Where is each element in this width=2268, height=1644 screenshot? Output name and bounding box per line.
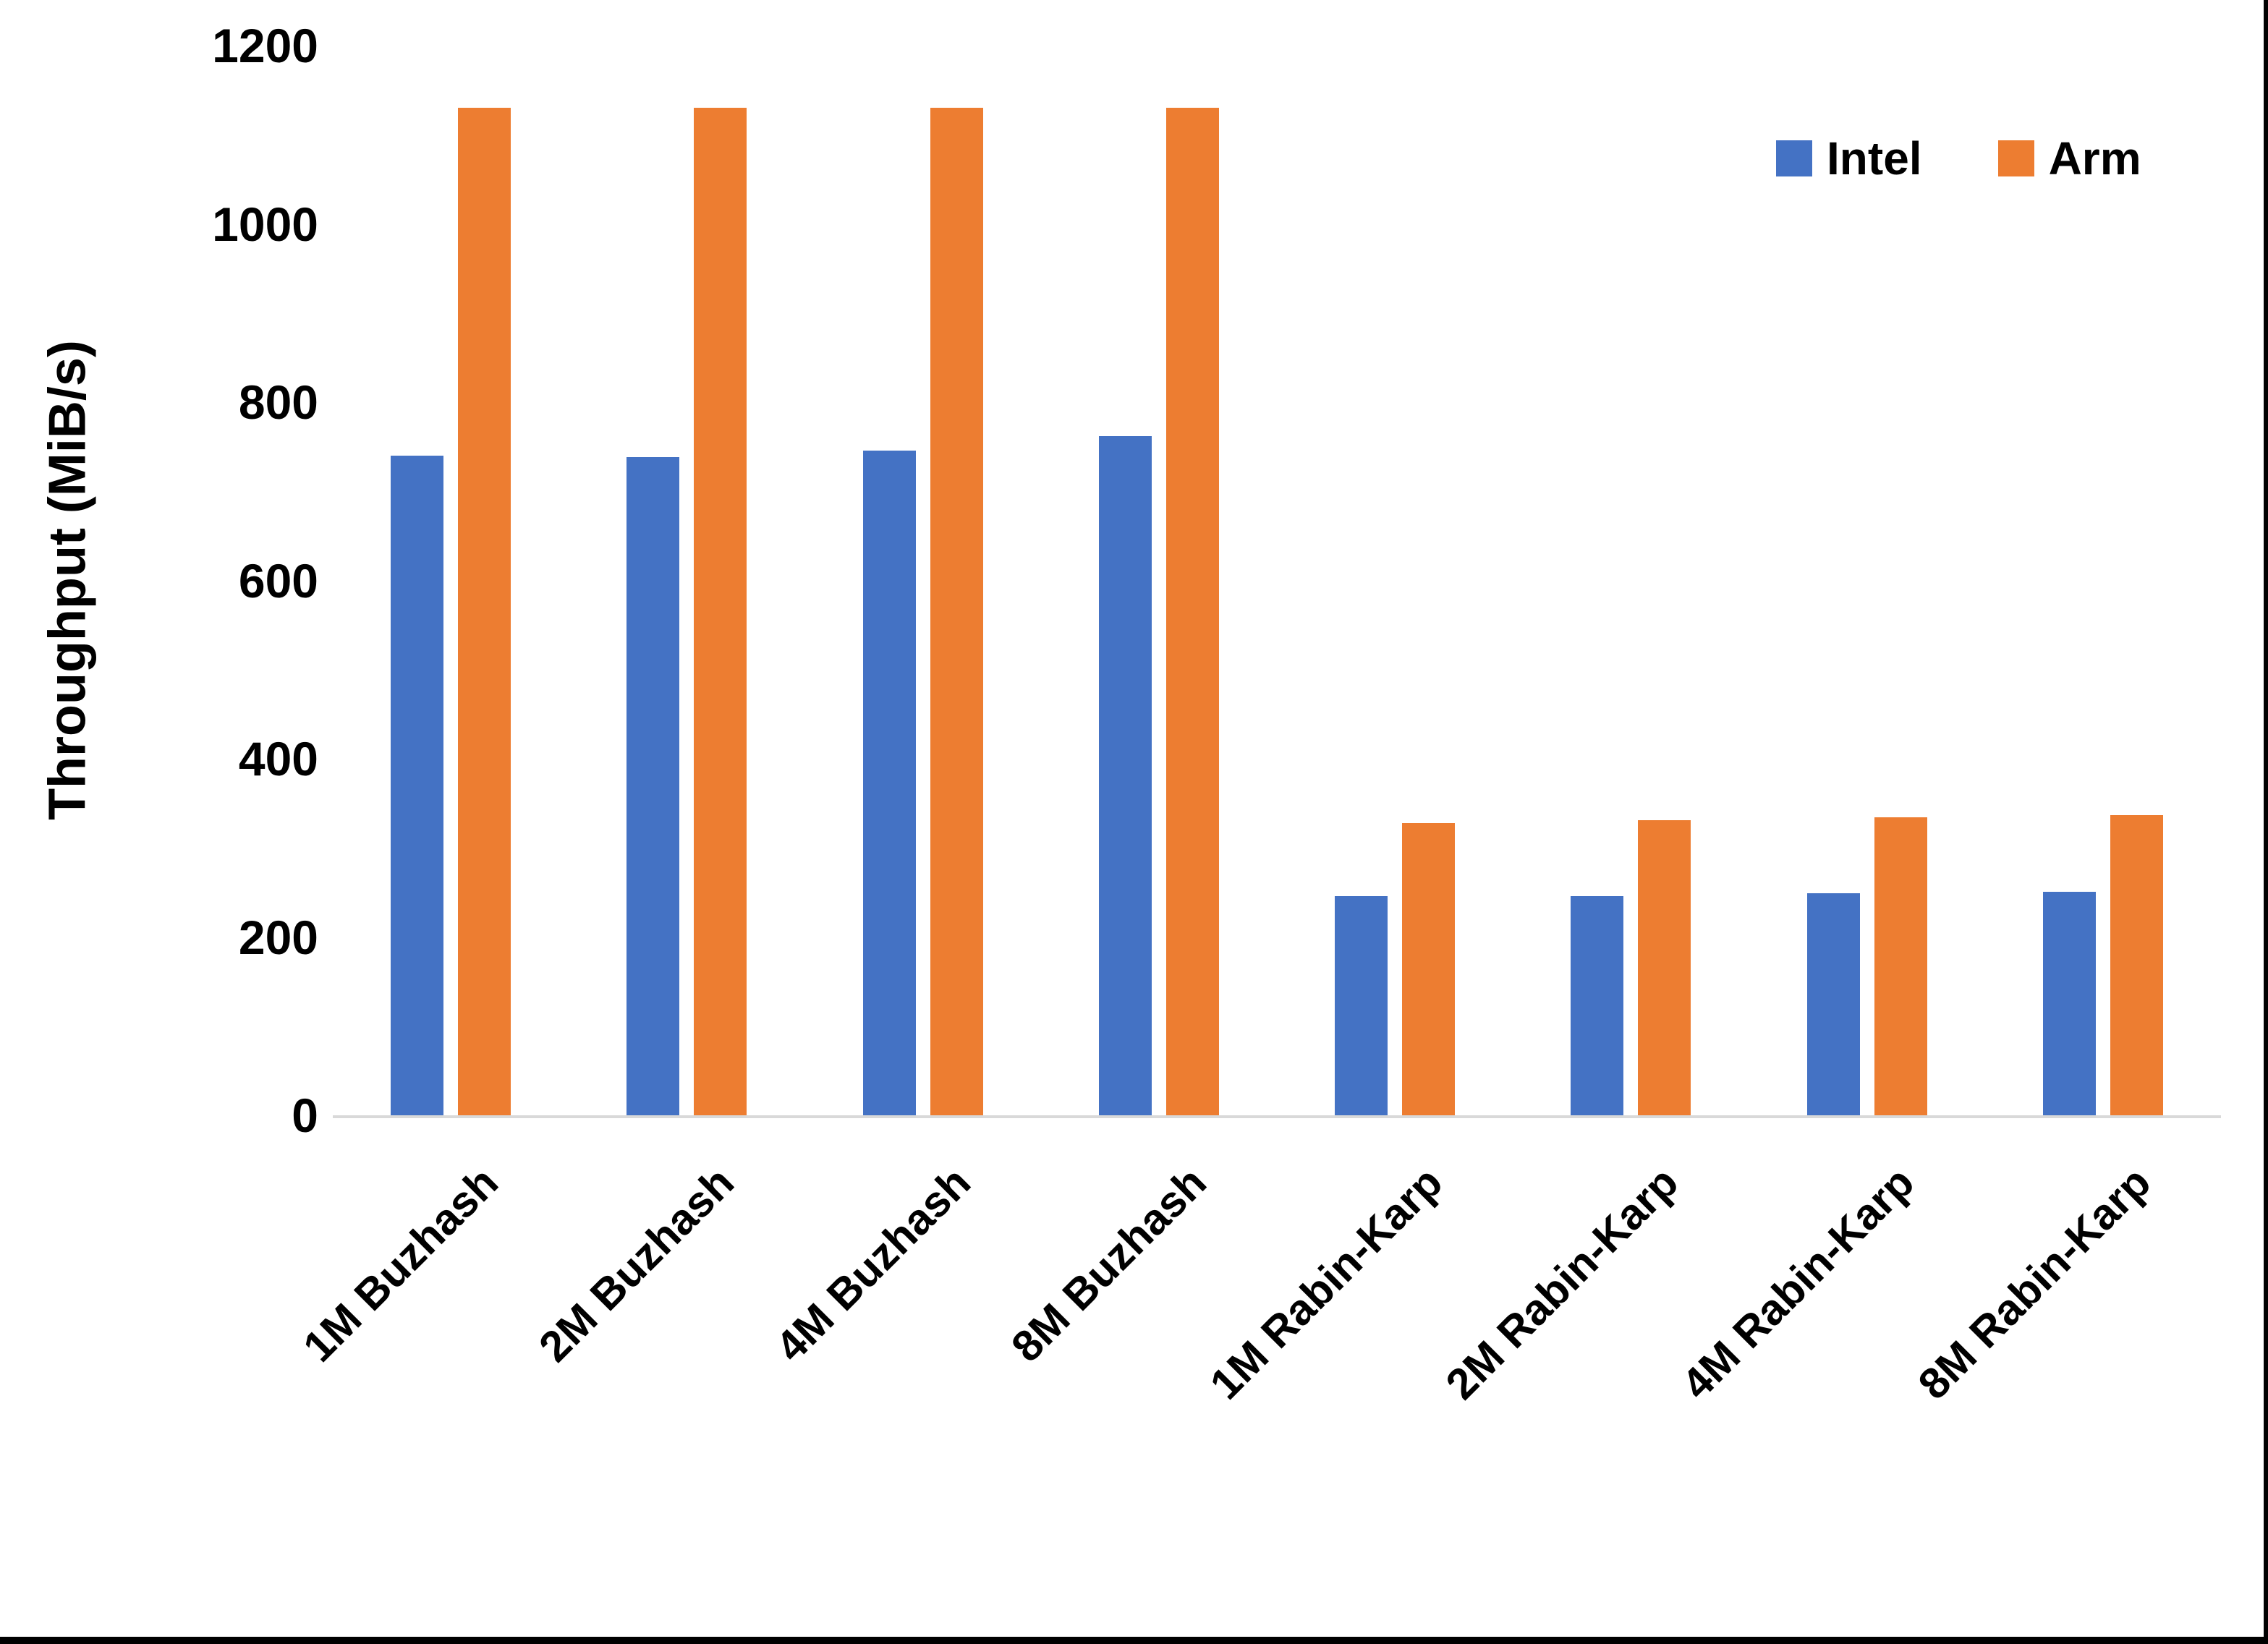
y-tick-800: 800 [238, 375, 318, 429]
bar-arm-4 [1165, 108, 1219, 1115]
bar-arm-6 [1638, 820, 1691, 1115]
legend-label-intel: Intel [1827, 132, 1922, 184]
y-tick-400: 400 [238, 732, 318, 785]
screenshot-right-border [2264, 0, 2268, 1644]
bar-intel-3 [862, 450, 916, 1115]
bar-arm-1 [458, 108, 511, 1115]
bar-group-1m-rabin-karp [1277, 46, 1513, 1115]
x-label-1m-rabin-karp: 1M Rabin-Karp [1200, 1157, 1452, 1409]
bar-arm-2 [694, 108, 747, 1115]
plot-area [333, 46, 2221, 1118]
bar-intel-2 [627, 457, 680, 1115]
bar-group-4m-rabin-karp [1749, 46, 1985, 1115]
bar-group-8m-rabin-karp [1985, 46, 2221, 1115]
bar-arm-7 [1874, 817, 1927, 1115]
bar-group-2m-rabin-karp [1513, 46, 1749, 1115]
x-label-2m-buzhash: 2M Buzhash [530, 1157, 744, 1371]
x-label-1m-buzhash: 1M Buzhash [294, 1157, 508, 1371]
x-label-4m-buzhash: 4M Buzhash [765, 1157, 980, 1371]
legend: Intel Arm [1776, 132, 2141, 185]
bar-group-2m-buzhash [569, 46, 804, 1115]
screenshot-bottom-border [0, 1637, 2268, 1644]
x-label-8m-buzhash: 8M Buzhash [1002, 1157, 1215, 1371]
bar-arm-3 [930, 108, 983, 1115]
x-label-8m-rabin-karp: 8M Rabin-Karp [1908, 1157, 2159, 1409]
y-tick-0: 0 [292, 1089, 318, 1142]
y-axis-title: Throughput (MiB/s) [38, 340, 97, 820]
bar-intel-6 [1571, 895, 1624, 1115]
bar-group-8m-buzhash [1041, 46, 1277, 1115]
bar-intel-1 [391, 455, 444, 1115]
legend-label-arm: Arm [2048, 132, 2141, 184]
bar-intel-8 [2042, 891, 2096, 1115]
bar-arm-5 [1402, 822, 1456, 1115]
x-label-4m-rabin-karp: 4M Rabin-Karp [1672, 1157, 1924, 1409]
bar-intel-7 [1806, 893, 1860, 1115]
bar-arm-8 [2110, 814, 2163, 1115]
legend-item-intel: Intel [1776, 132, 1922, 185]
y-tick-1200: 1200 [212, 19, 318, 72]
legend-item-arm: Arm [1997, 132, 2141, 185]
legend-swatch-intel [1776, 140, 1812, 176]
y-tick-1000: 1000 [212, 197, 318, 251]
bar-group-1m-buzhash [333, 46, 569, 1115]
x-label-2m-rabin-karp: 2M Rabin-Karp [1436, 1157, 1688, 1409]
y-tick-600: 600 [238, 553, 318, 608]
legend-swatch-arm [1997, 140, 2034, 176]
bar-intel-5 [1335, 895, 1388, 1115]
bar-intel-4 [1098, 435, 1152, 1115]
bar-group-4m-buzhash [805, 46, 1041, 1115]
y-tick-200: 200 [238, 910, 318, 964]
